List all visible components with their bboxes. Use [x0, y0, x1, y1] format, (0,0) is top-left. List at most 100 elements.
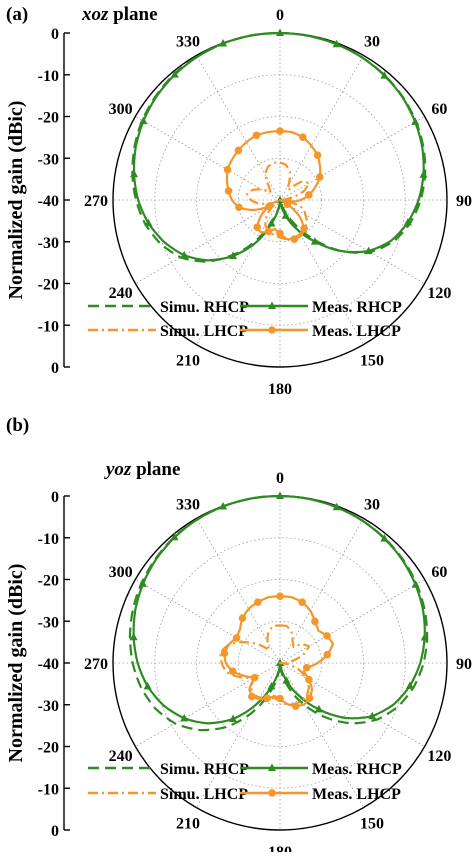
radial-tick-label: -10: [38, 531, 59, 548]
grid-ring: [196, 116, 364, 284]
data-point: [248, 692, 256, 701]
data-point: [144, 218, 153, 227]
data-point: [238, 614, 247, 623]
data-point: [276, 694, 284, 703]
angle-label: 60: [431, 564, 447, 581]
data-point: [232, 634, 241, 642]
angle-label: 150: [360, 352, 384, 369]
legend-label: Meas. LHCP: [312, 323, 401, 340]
grid-spoke: [135, 662, 281, 747]
data-point: [253, 223, 261, 231]
radial-tick-label: -10: [38, 68, 59, 85]
legend-label: Simu. LHCP: [160, 323, 248, 340]
legend-marker: [268, 326, 276, 334]
angle-label: 240: [109, 285, 133, 302]
legend-label: Simu. RHCP: [160, 761, 249, 778]
data-point: [315, 173, 324, 181]
data-point: [254, 598, 262, 606]
radial-tick-label: -20: [38, 110, 59, 127]
angle-label: 330: [176, 497, 200, 514]
series-meas-lhcp: [220, 592, 335, 710]
plane-title-variable: yoz: [104, 459, 132, 480]
data-point: [170, 532, 179, 541]
radial-tick-label: -20: [38, 573, 59, 590]
data-point: [332, 39, 341, 48]
radial-tick-label: -30: [38, 698, 59, 715]
radial-tick-label: -30: [38, 235, 59, 252]
angle-label: 240: [109, 748, 133, 765]
legend-marker: [268, 763, 276, 771]
series-line: [225, 130, 322, 241]
angle-label: 330: [176, 34, 200, 51]
plane-title-word: plane: [136, 459, 180, 480]
legend-label: Meas. RHCP: [312, 761, 402, 778]
angle-label: 0: [276, 7, 284, 24]
grid-spoke: [135, 579, 281, 664]
data-point: [276, 28, 284, 36]
data-point: [405, 681, 414, 689]
data-point: [403, 218, 412, 226]
data-point: [298, 598, 306, 606]
plane-title: yoz plane: [104, 459, 180, 480]
data-point: [139, 116, 148, 125]
data-point: [234, 146, 243, 155]
angle-label: 90: [456, 193, 472, 210]
data-point: [235, 203, 243, 212]
angle-label: 210: [176, 352, 200, 369]
radial-tick-label: -30: [38, 151, 59, 168]
data-point: [267, 682, 276, 690]
grid-ring: [196, 579, 364, 747]
data-point: [419, 170, 428, 178]
angle-label: 300: [109, 101, 133, 118]
data-point: [250, 673, 259, 682]
data-point: [264, 227, 273, 236]
radial-tick-label: 0: [51, 823, 59, 840]
data-point: [300, 224, 308, 233]
data-point: [223, 165, 232, 174]
data-point: [229, 251, 238, 259]
panel-label: (b): [6, 415, 29, 436]
data-point: [305, 675, 313, 684]
radial-tick-label: 0: [51, 489, 59, 506]
data-point: [267, 219, 276, 227]
data-point: [332, 502, 341, 511]
data-point: [420, 632, 429, 641]
data-point: [220, 649, 229, 658]
data-point: [130, 169, 139, 178]
data-point: [224, 187, 233, 195]
radial-tick-label: -10: [38, 781, 59, 798]
series-simu-lhcp: [246, 161, 310, 241]
data-point: [180, 713, 189, 722]
data-point: [276, 229, 284, 238]
data-point: [310, 237, 319, 245]
y-axis-label: Normalized gain (dBic): [5, 101, 27, 300]
radial-tick-label: -40: [38, 193, 59, 210]
data-point: [143, 681, 152, 690]
angle-label: 270: [84, 656, 108, 673]
legend-marker: [268, 301, 276, 309]
data-point: [313, 151, 322, 160]
grid-spoke: [196, 55, 281, 201]
data-point: [314, 704, 323, 713]
series-meas-lhcp: [223, 127, 324, 244]
data-point: [299, 133, 307, 142]
data-point: [170, 70, 179, 78]
radial-tick-label: -40: [38, 656, 59, 673]
data-point: [276, 592, 284, 600]
data-point: [276, 127, 284, 135]
series-line: [246, 161, 310, 241]
legend-label: Meas. RHCP: [312, 299, 402, 316]
angle-label: 90: [456, 656, 472, 673]
data-point: [281, 211, 290, 219]
data-point: [323, 632, 331, 640]
plane-title-word: plane: [113, 4, 157, 25]
angle-label: 30: [364, 497, 380, 514]
panel-label: (a): [6, 4, 28, 25]
data-point: [311, 617, 319, 626]
radial-tick-label: 0: [51, 26, 59, 43]
radial-tick-label: -20: [38, 277, 59, 294]
series-line: [223, 595, 335, 708]
grid-ring: [237, 157, 323, 243]
